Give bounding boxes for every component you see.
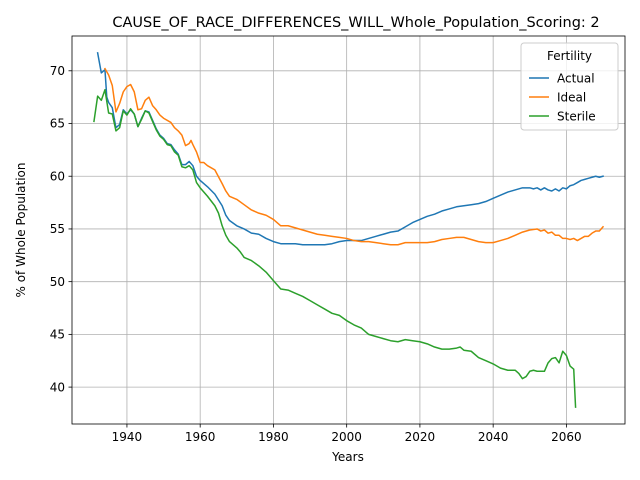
plot-frame [71, 35, 626, 425]
legend: Fertility Actual Ideal Sterile [520, 42, 619, 131]
y-tick-label: 40 [50, 380, 65, 394]
legend-entries: Actual Ideal Sterile [529, 71, 596, 123]
axis-ticks: 1940 1960 1980 2000 2020 2040 2060 40 45 50 55 60 65… [50, 64, 582, 444]
x-tick-label: 2040 [478, 430, 509, 444]
series-line-sterile [93, 89, 577, 408]
legend-label-sterile: Sterile [557, 109, 596, 123]
x-axis-label: Years [331, 450, 364, 464]
series-line-ideal [103, 67, 605, 246]
legend-box [520, 42, 619, 131]
series-lines [93, 51, 605, 408]
x-tick-label: 1980 [258, 430, 289, 444]
x-tick-label: 1940 [112, 430, 143, 444]
x-tick-label: 2060 [551, 430, 582, 444]
chart-title: CAUSE_OF_RACE_DIFFERENCES_WILL_Whole_Pop… [112, 15, 599, 31]
x-tick-label: 1960 [185, 430, 216, 444]
y-axis-label: % of Whole Population [14, 163, 28, 298]
y-tick-label: 60 [50, 169, 65, 183]
legend-label-ideal: Ideal [557, 90, 586, 104]
y-tick-label: 50 [50, 275, 65, 289]
x-tick-label: 2020 [405, 430, 436, 444]
x-tick-label: 2000 [331, 430, 362, 444]
y-tick-label: 70 [50, 64, 65, 78]
legend-title: Fertility [547, 49, 592, 63]
y-tick-label: 65 [50, 117, 65, 131]
y-tick-label: 55 [50, 222, 65, 236]
legend-label-actual: Actual [557, 71, 595, 85]
y-tick-label: 45 [50, 328, 65, 342]
